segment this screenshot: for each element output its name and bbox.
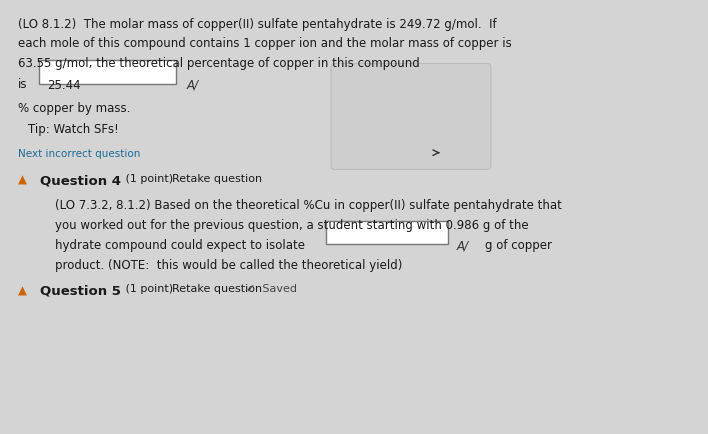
Text: hydrate compound could expect to isolate: hydrate compound could expect to isolate [55, 239, 305, 252]
Text: ▲: ▲ [18, 284, 27, 297]
Text: ▲: ▲ [18, 174, 27, 187]
Text: (1 point): (1 point) [122, 174, 173, 184]
FancyBboxPatch shape [331, 63, 491, 169]
Text: Tip: Watch SFs!: Tip: Watch SFs! [28, 123, 119, 136]
Text: Retake question: Retake question [172, 174, 262, 184]
Text: Retake question: Retake question [172, 284, 262, 294]
Text: g of copper: g of copper [485, 239, 552, 252]
FancyBboxPatch shape [326, 221, 448, 244]
Text: % copper by mass.: % copper by mass. [18, 102, 130, 115]
Text: Question 4: Question 4 [40, 174, 121, 187]
Text: (LO 8.1.2)  The molar mass of copper(II) sulfate pentahydrate is 249.72 g/mol.  : (LO 8.1.2) The molar mass of copper(II) … [18, 18, 496, 31]
Text: 25.44: 25.44 [47, 79, 81, 92]
Text: is: is [18, 79, 28, 92]
Text: A/: A/ [457, 239, 469, 252]
Text: product. (NOTE:  this would be called the theoretical yield): product. (NOTE: this would be called the… [55, 259, 402, 272]
Text: you worked out for the previous question, a student starting with 0.986 g of the: you worked out for the previous question… [55, 219, 529, 232]
Text: A/: A/ [187, 79, 199, 92]
Text: ✓  Saved: ✓ Saved [246, 284, 297, 294]
FancyBboxPatch shape [39, 60, 176, 84]
Text: (1 point): (1 point) [122, 284, 173, 294]
Text: 63.55 g/mol, the theoretical percentage of copper in this compound: 63.55 g/mol, the theoretical percentage … [18, 57, 420, 70]
Text: (LO 7.3.2, 8.1.2) Based on the theoretical %Cu in copper(II) sulfate pentahydrat: (LO 7.3.2, 8.1.2) Based on the theoretic… [55, 199, 562, 212]
Text: Next incorrect question: Next incorrect question [18, 149, 140, 159]
Text: each mole of this compound contains 1 copper ion and the molar mass of copper is: each mole of this compound contains 1 co… [18, 37, 512, 50]
Text: Question 5: Question 5 [40, 284, 121, 297]
